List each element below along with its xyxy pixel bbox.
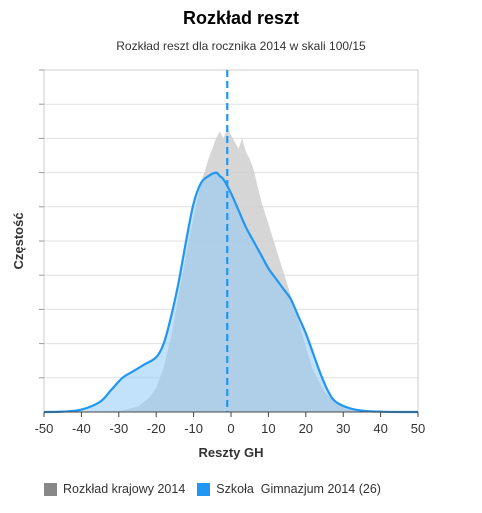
legend-label-school: Szkoła Gimnazjum 2014 (26): [216, 482, 381, 496]
x-tick-label: 20: [299, 421, 313, 436]
x-tick-label: -40: [72, 421, 91, 436]
legend-item-school[interactable]: Szkoła Gimnazjum 2014 (26): [197, 482, 381, 496]
x-tick-label: -20: [147, 421, 166, 436]
y-axis-label: Częstość: [11, 212, 26, 269]
chart-title: Rozkład reszt: [182, 8, 300, 28]
x-tick-label: -50: [35, 421, 54, 436]
legend: Rozkład krajowy 2014 Szkoła Gimnazjum 20…: [44, 481, 393, 497]
legend-item-national[interactable]: Rozkład krajowy 2014: [44, 482, 185, 496]
x-tick-label: 50: [411, 421, 425, 436]
legend-swatch-school: [197, 482, 211, 496]
chart-subtitle: Rozkład reszt dla rocznika 2014 w skali …: [116, 39, 366, 53]
x-tick-label: 0: [227, 421, 234, 436]
x-tick-label: 40: [373, 421, 387, 436]
series-area-school: [44, 172, 418, 412]
x-tick-label: -30: [109, 421, 128, 436]
x-tick-label: 30: [336, 421, 350, 436]
axes: -50 -40 -30 -20 -10 0 10 20 30 40 50: [35, 69, 425, 436]
series-areas: [43, 128, 418, 414]
series-line-school: [43, 171, 418, 414]
legend-label-national: Rozkład krajowy 2014: [63, 482, 186, 496]
legend-swatch-national: [44, 482, 57, 496]
x-tick-label: 10: [261, 421, 275, 436]
chart-plot: -50 -40 -30 -20 -10 0 10 20 30 40 50 Reszty GH Czę…: [11, 69, 425, 460]
x-axis-label: Reszty GH: [198, 445, 263, 460]
x-tick-label: -10: [184, 421, 203, 436]
